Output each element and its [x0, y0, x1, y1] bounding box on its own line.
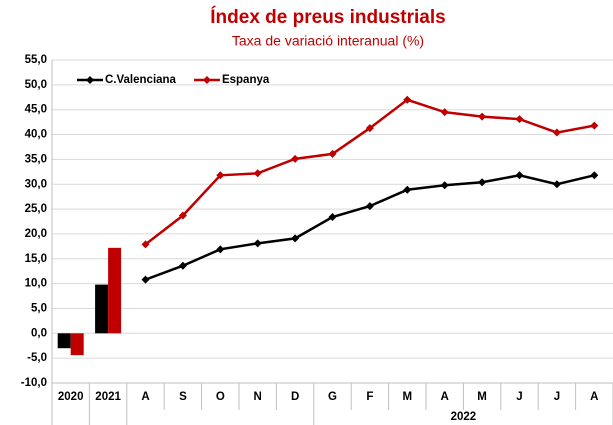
marker [403, 95, 412, 104]
x-tick-label: D [291, 391, 299, 403]
marker [552, 128, 561, 137]
bar [70, 333, 84, 356]
marker [552, 180, 561, 189]
x-tick-label: N [254, 391, 262, 403]
legend-marker [202, 76, 211, 84]
y-tick-label: 30,0 [25, 178, 47, 190]
y-tick-label: 25,0 [25, 203, 47, 215]
marker [403, 185, 412, 194]
marker [590, 171, 599, 180]
marker [253, 169, 262, 178]
group-label: 2022 [451, 411, 477, 423]
x-tick-label: J [554, 391, 560, 403]
line [144, 98, 595, 246]
bar [95, 284, 109, 334]
marker [440, 181, 449, 190]
y-tick-label: 0,0 [31, 327, 47, 339]
bar [108, 247, 122, 334]
x-tick-label: 2020 [58, 391, 84, 403]
marker [515, 115, 524, 124]
y-tick-label: 35,0 [25, 153, 47, 165]
marker [328, 213, 337, 222]
y-tick-label: 45,0 [25, 104, 47, 116]
marker [478, 112, 487, 121]
y-tick-label: -10,0 [21, 377, 47, 389]
marker [178, 211, 187, 220]
legend-label: Espanya [222, 74, 270, 86]
x-tick-label: J [516, 391, 522, 403]
x-tick-label: O [216, 391, 225, 403]
x-tick-label: F [366, 391, 373, 403]
chart-subtitle: Taxa de variació interanual (%) [232, 33, 424, 49]
marker [178, 261, 187, 270]
x-tick-label: A [590, 391, 598, 403]
marker [328, 149, 337, 158]
marker [141, 240, 150, 249]
y-tick-label: 5,0 [31, 302, 47, 314]
x-tick-label: S [179, 391, 187, 403]
y-tick-label: 20,0 [25, 228, 47, 240]
marker [478, 178, 487, 187]
y-tick-label: 40,0 [25, 129, 47, 141]
x-tick-label: A [141, 391, 149, 403]
y-tick-label: 15,0 [25, 253, 47, 265]
x-tick-label: M [477, 391, 487, 403]
legend-label: C.Valenciana [105, 74, 177, 86]
marker [365, 202, 374, 211]
x-tick-label: 2021 [95, 391, 121, 403]
chart-title: Índex de preus industrials [210, 6, 445, 28]
marker [216, 245, 225, 254]
y-tick-label: 10,0 [25, 278, 47, 290]
y-tick-label: -5,0 [27, 352, 47, 364]
line [145, 174, 595, 281]
marker [291, 154, 300, 163]
marker [253, 239, 262, 248]
x-tick-label: M [403, 391, 413, 403]
marker [141, 275, 150, 284]
x-tick-label: G [328, 391, 337, 403]
y-tick-label: 50,0 [25, 79, 47, 91]
bar [57, 333, 71, 349]
marker [365, 124, 374, 133]
marker [291, 234, 300, 243]
marker [515, 171, 524, 180]
x-tick-label: A [441, 391, 449, 403]
y-tick-label: 55,0 [25, 54, 47, 66]
marker [440, 108, 449, 117]
legend-marker [86, 76, 94, 84]
marker [216, 171, 225, 180]
marker [590, 121, 599, 130]
